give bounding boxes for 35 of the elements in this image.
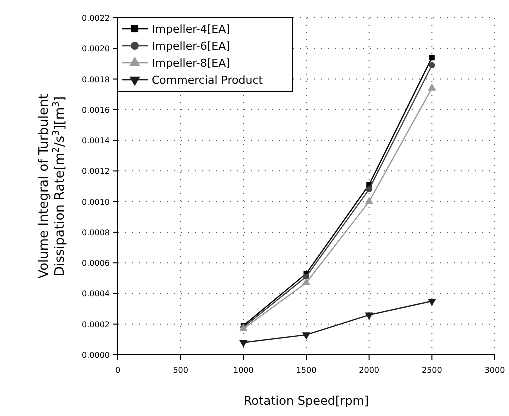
point (366, 186, 372, 193)
point (365, 312, 374, 320)
x-tick-label: 3000 (484, 366, 506, 375)
x-tick-label: 500 (173, 366, 188, 375)
x-tick-label: 0 (115, 366, 121, 375)
legend-label: Impeller-4[EA] (152, 23, 230, 36)
point (429, 62, 436, 69)
y-tick-label: 0.0004 (82, 290, 110, 299)
y-tick-label: 0.0008 (82, 228, 110, 238)
point (303, 274, 310, 280)
y-tick-label: 0.0012 (82, 167, 110, 176)
y-tick-label: 0.0006 (82, 259, 110, 268)
y-tick-label: 0.0022 (82, 14, 110, 23)
point (302, 332, 311, 340)
x-tick-label: 1500 (296, 366, 317, 375)
x-tick-label: 2500 (422, 366, 442, 375)
x-tick-label: 2000 (359, 366, 380, 375)
point (302, 278, 311, 286)
y-tick-label: 0.0016 (82, 106, 110, 115)
point (428, 298, 436, 306)
legend-label: Impeller-8[EA] (152, 57, 230, 70)
legend-label: Commercial Product (152, 74, 264, 87)
y-tick-label: 0.0014 (82, 136, 110, 146)
y-tick-label: 0.0002 (82, 320, 110, 330)
point (428, 84, 436, 91)
point (365, 197, 374, 204)
y-tick-label: 0.0010 (82, 198, 110, 207)
legend-label: Impeller-6[EA] (152, 40, 230, 53)
x-tick-label: 1000 (233, 366, 254, 375)
x-axis-title: Rotation Speed[rpm] (244, 394, 370, 408)
point (240, 340, 248, 348)
point (429, 55, 435, 61)
y-tick-label: 0.0018 (82, 75, 110, 84)
y-tick-label: 0.0000 (82, 351, 110, 360)
y-tick-label: 0.0020 (82, 44, 110, 54)
